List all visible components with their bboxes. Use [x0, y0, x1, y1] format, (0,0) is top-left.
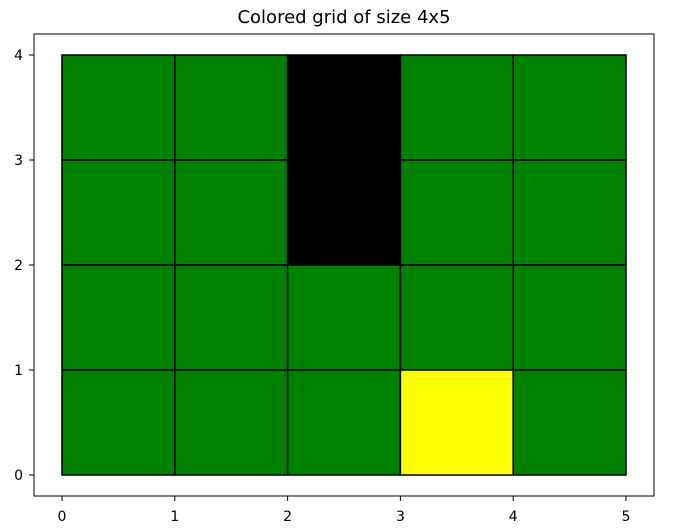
grid-cell-r1-c4: [512, 159, 627, 266]
x-tick-label-5: 5: [622, 509, 631, 525]
x-tick-label-0: 0: [58, 509, 67, 525]
grid-cell-r2-c4: [512, 264, 627, 371]
y-tick-label-4: 4: [14, 48, 23, 64]
y-tick-label-3: 3: [14, 153, 23, 169]
grid-cell-r1-c0: [61, 159, 176, 266]
grid-cell-r2-c1: [174, 264, 289, 371]
grid-cell-r0-c3: [399, 54, 514, 161]
grid-cell-r0-c1: [174, 54, 289, 161]
y-axis-ticks: 0 1 2 3 4: [14, 48, 34, 484]
y-tick-label-0: 0: [14, 468, 23, 484]
grid-cell-r0-c0: [61, 54, 176, 161]
grid-cell-r1-c3: [399, 159, 514, 266]
grid-cell-r0-c4: [512, 54, 627, 161]
grid-cell-r2-c3: [399, 264, 514, 371]
y-tick-label-1: 1: [14, 363, 23, 379]
grid-cell-r2-c2: [286, 264, 402, 371]
x-tick-label-2: 2: [283, 509, 292, 525]
grid-cell-r2-c0: [61, 264, 176, 371]
grid-cell-r3-c0: [61, 369, 176, 476]
x-tick-label-4: 4: [509, 509, 518, 525]
grid-cell-r1-c1: [174, 159, 289, 266]
x-tick-label-1: 1: [170, 509, 179, 525]
grid-cell-r3-c2: [286, 369, 402, 476]
grid-cell-r3-c4: [512, 369, 627, 476]
x-tick-label-3: 3: [396, 509, 405, 525]
y-tick-label-2: 2: [14, 258, 23, 274]
x-axis-ticks: 0 1 2 3 4 5: [58, 496, 631, 525]
grid-cell-r3-c1: [174, 369, 289, 476]
grid-cell-r1-c2: [286, 159, 402, 266]
grid-cell-r3-c3: [399, 369, 514, 476]
grid-cells: [61, 54, 627, 476]
grid-cell-r0-c2: [286, 54, 402, 161]
chart-title: Colored grid of size 4x5: [237, 7, 450, 28]
